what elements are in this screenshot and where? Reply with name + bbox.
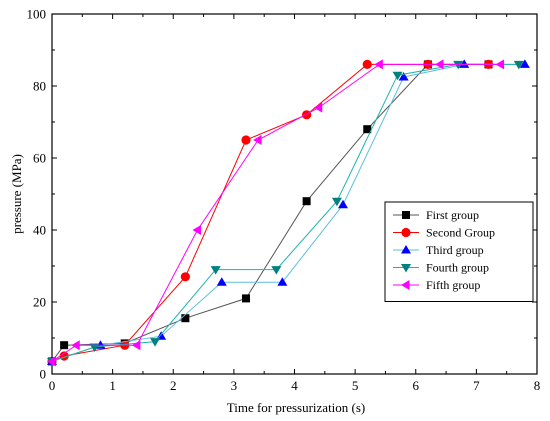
legend-label: Fourth group: [426, 261, 489, 275]
legend-label: Fifth group: [426, 278, 480, 292]
legend: First group Second Group Third group Fourth…: [384, 201, 534, 302]
data-point: [180, 272, 190, 282]
data-point: [150, 338, 161, 347]
plot-frame: [51, 13, 538, 375]
legend-label: Third group: [426, 243, 484, 257]
x-tick-label: 7: [473, 378, 480, 393]
x-tick-label: 3: [231, 378, 238, 393]
legend-label: First group: [426, 208, 479, 222]
y-tick-label: 60: [33, 151, 46, 166]
data-point: [495, 59, 505, 70]
data-point: [242, 294, 250, 303]
data-point: [374, 59, 383, 70]
data-point: [519, 59, 530, 68]
data-point: [398, 72, 409, 81]
legend-marker: [401, 227, 411, 238]
legend-item: First group: [393, 208, 479, 222]
data-point: [363, 125, 372, 134]
data-point: [313, 102, 323, 113]
data-point: [131, 340, 141, 351]
y-tick-label: 100: [27, 7, 47, 22]
x-tick-label: 4: [291, 378, 298, 393]
data-point: [192, 225, 201, 235]
legend-label: Second Group: [426, 226, 495, 240]
legend-item: Second Group: [393, 226, 495, 240]
x-tick-label: 1: [109, 378, 116, 393]
legend-item: Fifth group: [393, 278, 480, 292]
data-point: [216, 277, 227, 286]
x-tick-label: 5: [352, 378, 359, 393]
data-point: [302, 110, 312, 120]
data-point: [47, 356, 56, 367]
data-point: [392, 71, 403, 81]
x-tick-label: 2: [170, 378, 177, 393]
x-axis-title: Time for pressurization (s): [227, 400, 366, 415]
y-tick-label: 0: [40, 367, 47, 382]
x-tick-label: 8: [534, 378, 541, 393]
series-layer: [47, 59, 530, 367]
data-point: [271, 266, 282, 275]
data-point: [253, 135, 262, 145]
y-tick-label: 80: [33, 79, 46, 94]
y-tick-label: 20: [33, 295, 46, 310]
legend-marker: [401, 264, 411, 273]
data-point: [338, 199, 348, 209]
legend-item: Third group: [393, 243, 484, 257]
y-tick-label: 40: [33, 223, 46, 238]
legend-marker: [402, 211, 410, 219]
y-axis-title: pressure (MPa): [9, 154, 24, 234]
series-5: [47, 59, 505, 367]
data-point: [210, 266, 221, 275]
data-point: [459, 59, 470, 68]
data-point: [302, 197, 311, 206]
legend-item: Fourth group: [393, 261, 489, 275]
data-point: [277, 277, 288, 286]
data-point: [181, 314, 190, 323]
data-point: [362, 59, 372, 69]
x-tick-label: 0: [49, 378, 56, 393]
data-point: [453, 60, 464, 70]
legend-marker: [401, 245, 411, 254]
data-point: [241, 135, 251, 145]
data-point: [513, 60, 524, 70]
data-point: [71, 340, 80, 351]
legend-marker: [401, 280, 410, 290]
data-point: [435, 59, 444, 70]
data-point: [331, 197, 342, 207]
data-point: [60, 341, 69, 350]
x-tick-label: 6: [413, 378, 420, 393]
